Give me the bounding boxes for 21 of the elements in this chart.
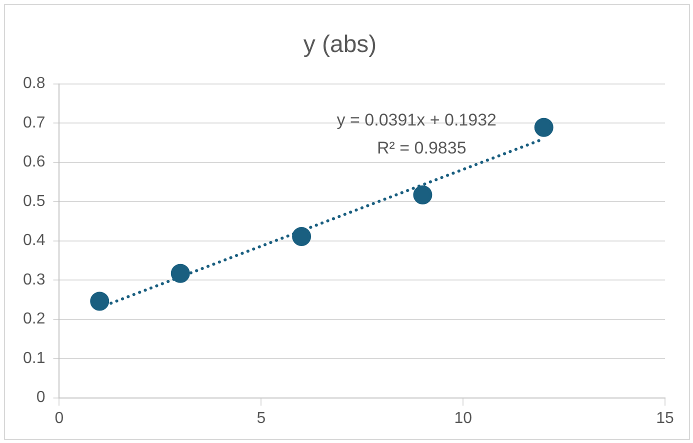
- chart-title: y (abs): [303, 31, 377, 58]
- annotation: R² = 0.9835: [376, 138, 466, 158]
- point: [413, 185, 432, 204]
- y-tick-label: 0: [36, 389, 46, 406]
- y-tick-label: 0.1: [22, 350, 46, 367]
- point: [90, 292, 110, 311]
- point: [534, 118, 554, 137]
- y-tick-label: 0.5: [22, 192, 46, 210]
- y-tick-label: 0.4: [22, 232, 46, 250]
- x-tick-label: 5: [256, 410, 266, 427]
- x-tick-label: 10: [454, 410, 472, 427]
- y-tick-label: 0.3: [22, 271, 46, 288]
- y-tick-label: 0.8: [22, 75, 46, 92]
- annotation: y = 0.0391x + 0.1932: [336, 110, 497, 130]
- point: [292, 226, 312, 246]
- y-tick-label: 0.7: [22, 114, 46, 132]
- y-tick-label: 0.6: [22, 154, 46, 171]
- y-tick-label: 0.2: [22, 310, 46, 328]
- x-tick-label: 0: [54, 410, 64, 427]
- x-tick-label: 15: [656, 410, 674, 427]
- point: [170, 264, 190, 283]
